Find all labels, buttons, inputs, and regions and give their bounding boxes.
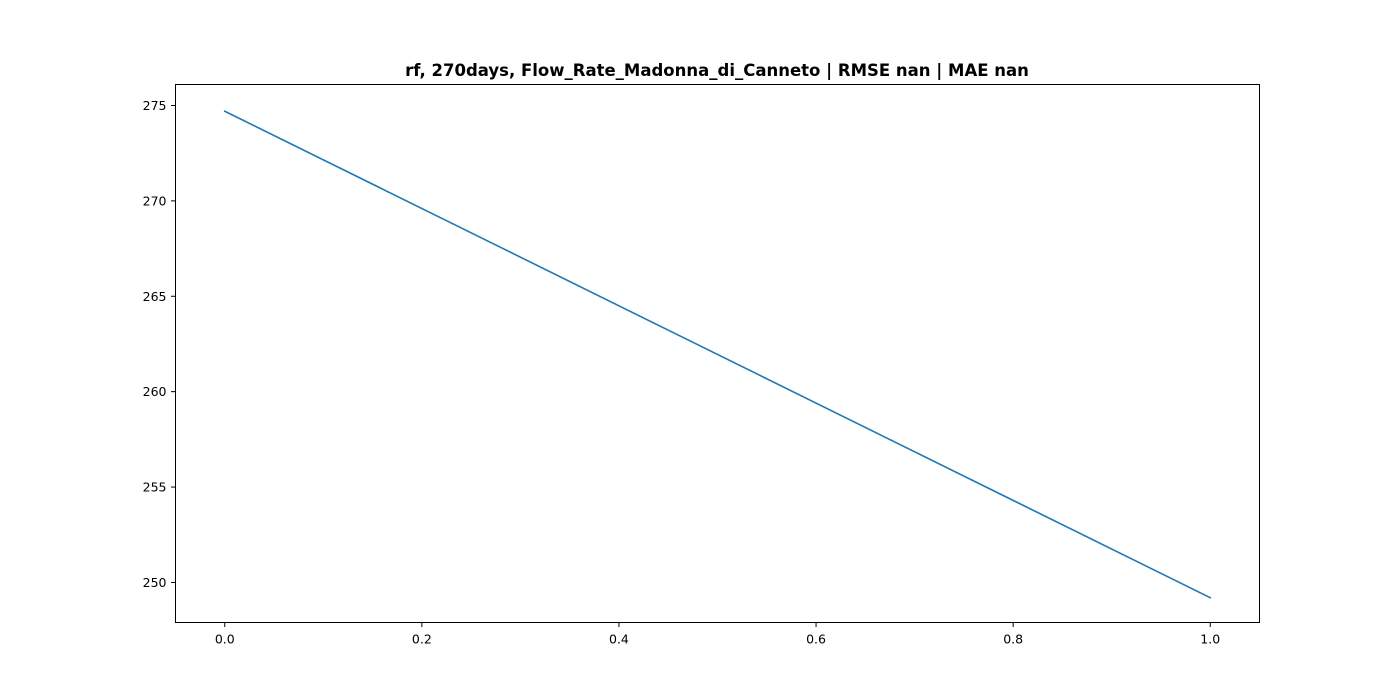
x-tick-label: 0.0 (215, 632, 235, 647)
axes-frame (175, 84, 1260, 623)
y-axis: 250 255 260 265 270 275 (143, 98, 176, 590)
y-tick-label: 260 (143, 384, 167, 399)
y-tick-label: 275 (143, 98, 167, 113)
x-tick-label: 0.4 (609, 632, 629, 647)
y-tick-label: 255 (143, 480, 167, 495)
y-tick-label: 250 (143, 575, 167, 590)
plot-area (223, 110, 1212, 599)
y-tick-label: 265 (143, 289, 167, 304)
chart-title: rf, 270days, Flow_Rate_Madonna_di_Cannet… (405, 61, 1029, 81)
x-tick-label: 0.2 (412, 632, 432, 647)
x-tick-label: 0.6 (806, 632, 826, 647)
y-tick-label: 270 (143, 193, 167, 208)
x-tick-label: 1.0 (1200, 632, 1220, 647)
series-line-0 (223, 110, 1212, 599)
x-axis: 0.0 0.2 0.4 0.6 0.8 1.0 (215, 622, 1220, 647)
x-tick-label: 0.8 (1003, 632, 1023, 647)
